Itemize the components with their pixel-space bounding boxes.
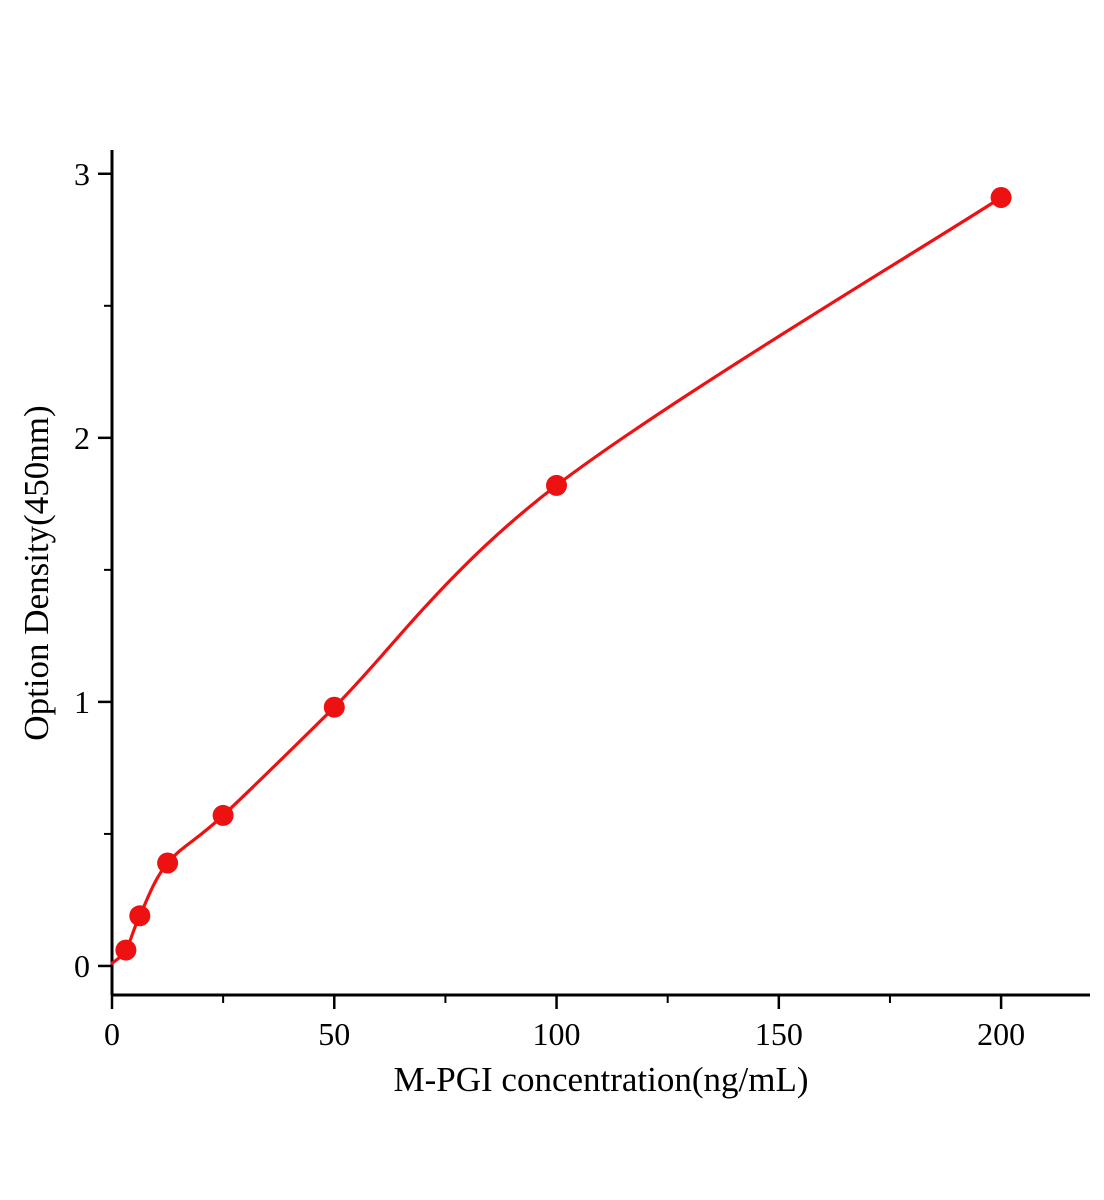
x-tick-label: 50	[318, 1016, 350, 1052]
x-tick-label: 0	[104, 1016, 120, 1052]
y-tick-label: 3	[74, 156, 90, 192]
fit-curve	[110, 195, 1003, 965]
x-tick-label: 100	[533, 1016, 581, 1052]
x-tick-label: 150	[755, 1016, 803, 1052]
data-point	[546, 474, 567, 496]
x-tick-label: 200	[977, 1016, 1025, 1052]
data-point	[990, 187, 1012, 208]
y-tick-label: 0	[74, 948, 90, 984]
x-axis-title: M-PGI concentration(ng/mL)	[393, 1060, 809, 1099]
data-point	[157, 852, 179, 874]
data-point	[129, 905, 151, 927]
y-tick-label: 1	[74, 684, 90, 720]
data-point	[115, 939, 137, 961]
data-point	[323, 696, 345, 718]
y-axis-title: Option Density(450nm)	[17, 405, 56, 741]
data-point	[212, 804, 234, 826]
y-tick-label: 2	[74, 420, 90, 456]
